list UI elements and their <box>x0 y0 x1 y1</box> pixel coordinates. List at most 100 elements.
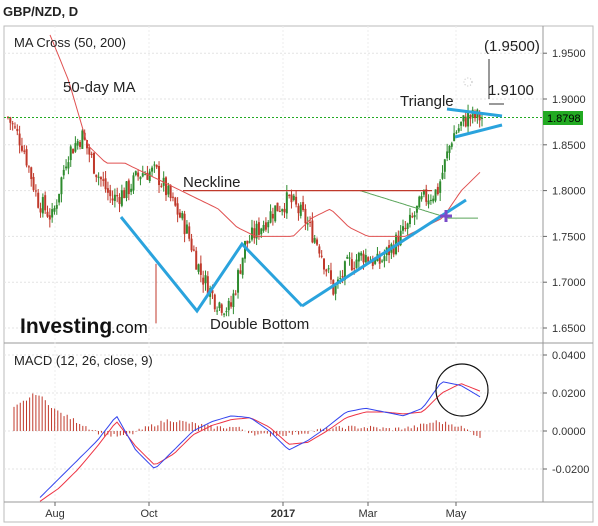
chart-frame <box>3 25 594 523</box>
current-price-tag: 1.8798 <box>543 111 583 125</box>
time-tick-label: Oct <box>140 508 157 520</box>
candle-body <box>34 190 37 192</box>
candle-body <box>232 293 235 307</box>
candle-body <box>404 227 407 230</box>
candle-body <box>309 221 312 223</box>
candle-body <box>355 259 358 268</box>
candle-body <box>9 117 12 123</box>
candle-body <box>244 241 246 259</box>
uptrend-line <box>301 198 467 308</box>
macd-highlight-circle <box>435 363 489 417</box>
candle-body <box>436 186 439 195</box>
candle-body <box>253 228 256 239</box>
candle-body <box>134 171 137 175</box>
candle-body <box>381 260 384 262</box>
candle-body <box>104 178 107 190</box>
candle-body <box>320 255 323 257</box>
candle-body <box>223 313 226 315</box>
candle-body <box>220 304 223 313</box>
candle-body <box>183 213 186 235</box>
candle-body <box>292 195 295 201</box>
candle-body <box>44 195 47 211</box>
candle-body <box>255 223 258 239</box>
candle-body <box>234 293 237 295</box>
candle-body <box>318 246 321 254</box>
candle-body <box>357 252 360 262</box>
candle-body <box>188 226 191 239</box>
candle-body <box>367 257 370 262</box>
candle-body <box>237 270 240 293</box>
candle-body <box>148 171 151 182</box>
candle-body <box>323 258 325 270</box>
macd-panel <box>13 363 489 502</box>
candle-body <box>418 196 421 208</box>
triangle-lower <box>454 123 503 139</box>
candle-body <box>23 150 26 152</box>
candle-body <box>290 194 293 203</box>
candle-body <box>399 230 402 246</box>
candle-body <box>371 258 374 266</box>
candle-body <box>450 143 453 147</box>
candle-body <box>467 112 470 127</box>
candle-body <box>86 140 88 149</box>
candle-body <box>206 276 209 297</box>
candle-body <box>118 197 121 204</box>
candle-body <box>92 152 95 174</box>
candle-body <box>69 146 72 161</box>
candle-body <box>262 224 265 231</box>
candle-body <box>439 181 442 193</box>
candle-body <box>185 224 188 234</box>
candle-body <box>285 192 288 214</box>
candle-body <box>329 270 332 280</box>
candle-body <box>446 151 449 159</box>
candle-body <box>413 215 416 218</box>
candle-body <box>288 194 291 196</box>
candle-body <box>425 189 428 202</box>
price-tick-label: 1.6500 <box>552 323 586 335</box>
candle-body <box>167 185 170 195</box>
ma50-annotation: 50-day MA <box>63 79 136 96</box>
candle-body <box>339 277 342 279</box>
candle-body <box>197 264 200 272</box>
candle-body <box>190 238 193 251</box>
time-tick-label: Mar <box>359 508 378 520</box>
candle-body <box>411 216 414 218</box>
candle-body <box>106 188 109 193</box>
candle-body <box>420 196 423 200</box>
candle-body <box>406 223 409 229</box>
candle-body <box>348 257 351 259</box>
macd-tick-label: 0.0200 <box>552 388 586 400</box>
candle-body <box>146 172 149 180</box>
candle-body <box>241 257 244 275</box>
price-panel <box>4 34 543 324</box>
candle-body <box>181 212 184 219</box>
candle-body <box>453 133 456 142</box>
candle-body <box>178 212 181 218</box>
double-bottom-w <box>119 216 304 314</box>
candle-body <box>39 208 42 213</box>
candle-body <box>102 179 105 181</box>
candle-body <box>397 235 400 247</box>
candle-body <box>227 300 230 311</box>
candle-body <box>250 227 253 240</box>
candle-body <box>481 117 483 119</box>
candle-body <box>67 162 70 169</box>
price-tick-label: 1.8000 <box>552 186 586 198</box>
candle-body <box>378 255 381 264</box>
candle-body <box>478 112 481 121</box>
candle-body <box>278 210 281 212</box>
candle-body <box>125 181 128 199</box>
time-tick-label: May <box>446 508 467 520</box>
candle-body <box>362 253 365 263</box>
candle-body <box>304 208 307 224</box>
ma50-line <box>49 34 481 237</box>
candle-body <box>72 148 75 154</box>
candle-body <box>30 167 33 180</box>
candle-body <box>74 143 77 152</box>
candle-body <box>111 198 114 201</box>
price-tick-label: 1.9000 <box>552 94 586 106</box>
candle-body <box>51 209 54 218</box>
macd-signal-line <box>39 383 481 502</box>
candle-body <box>48 215 51 220</box>
